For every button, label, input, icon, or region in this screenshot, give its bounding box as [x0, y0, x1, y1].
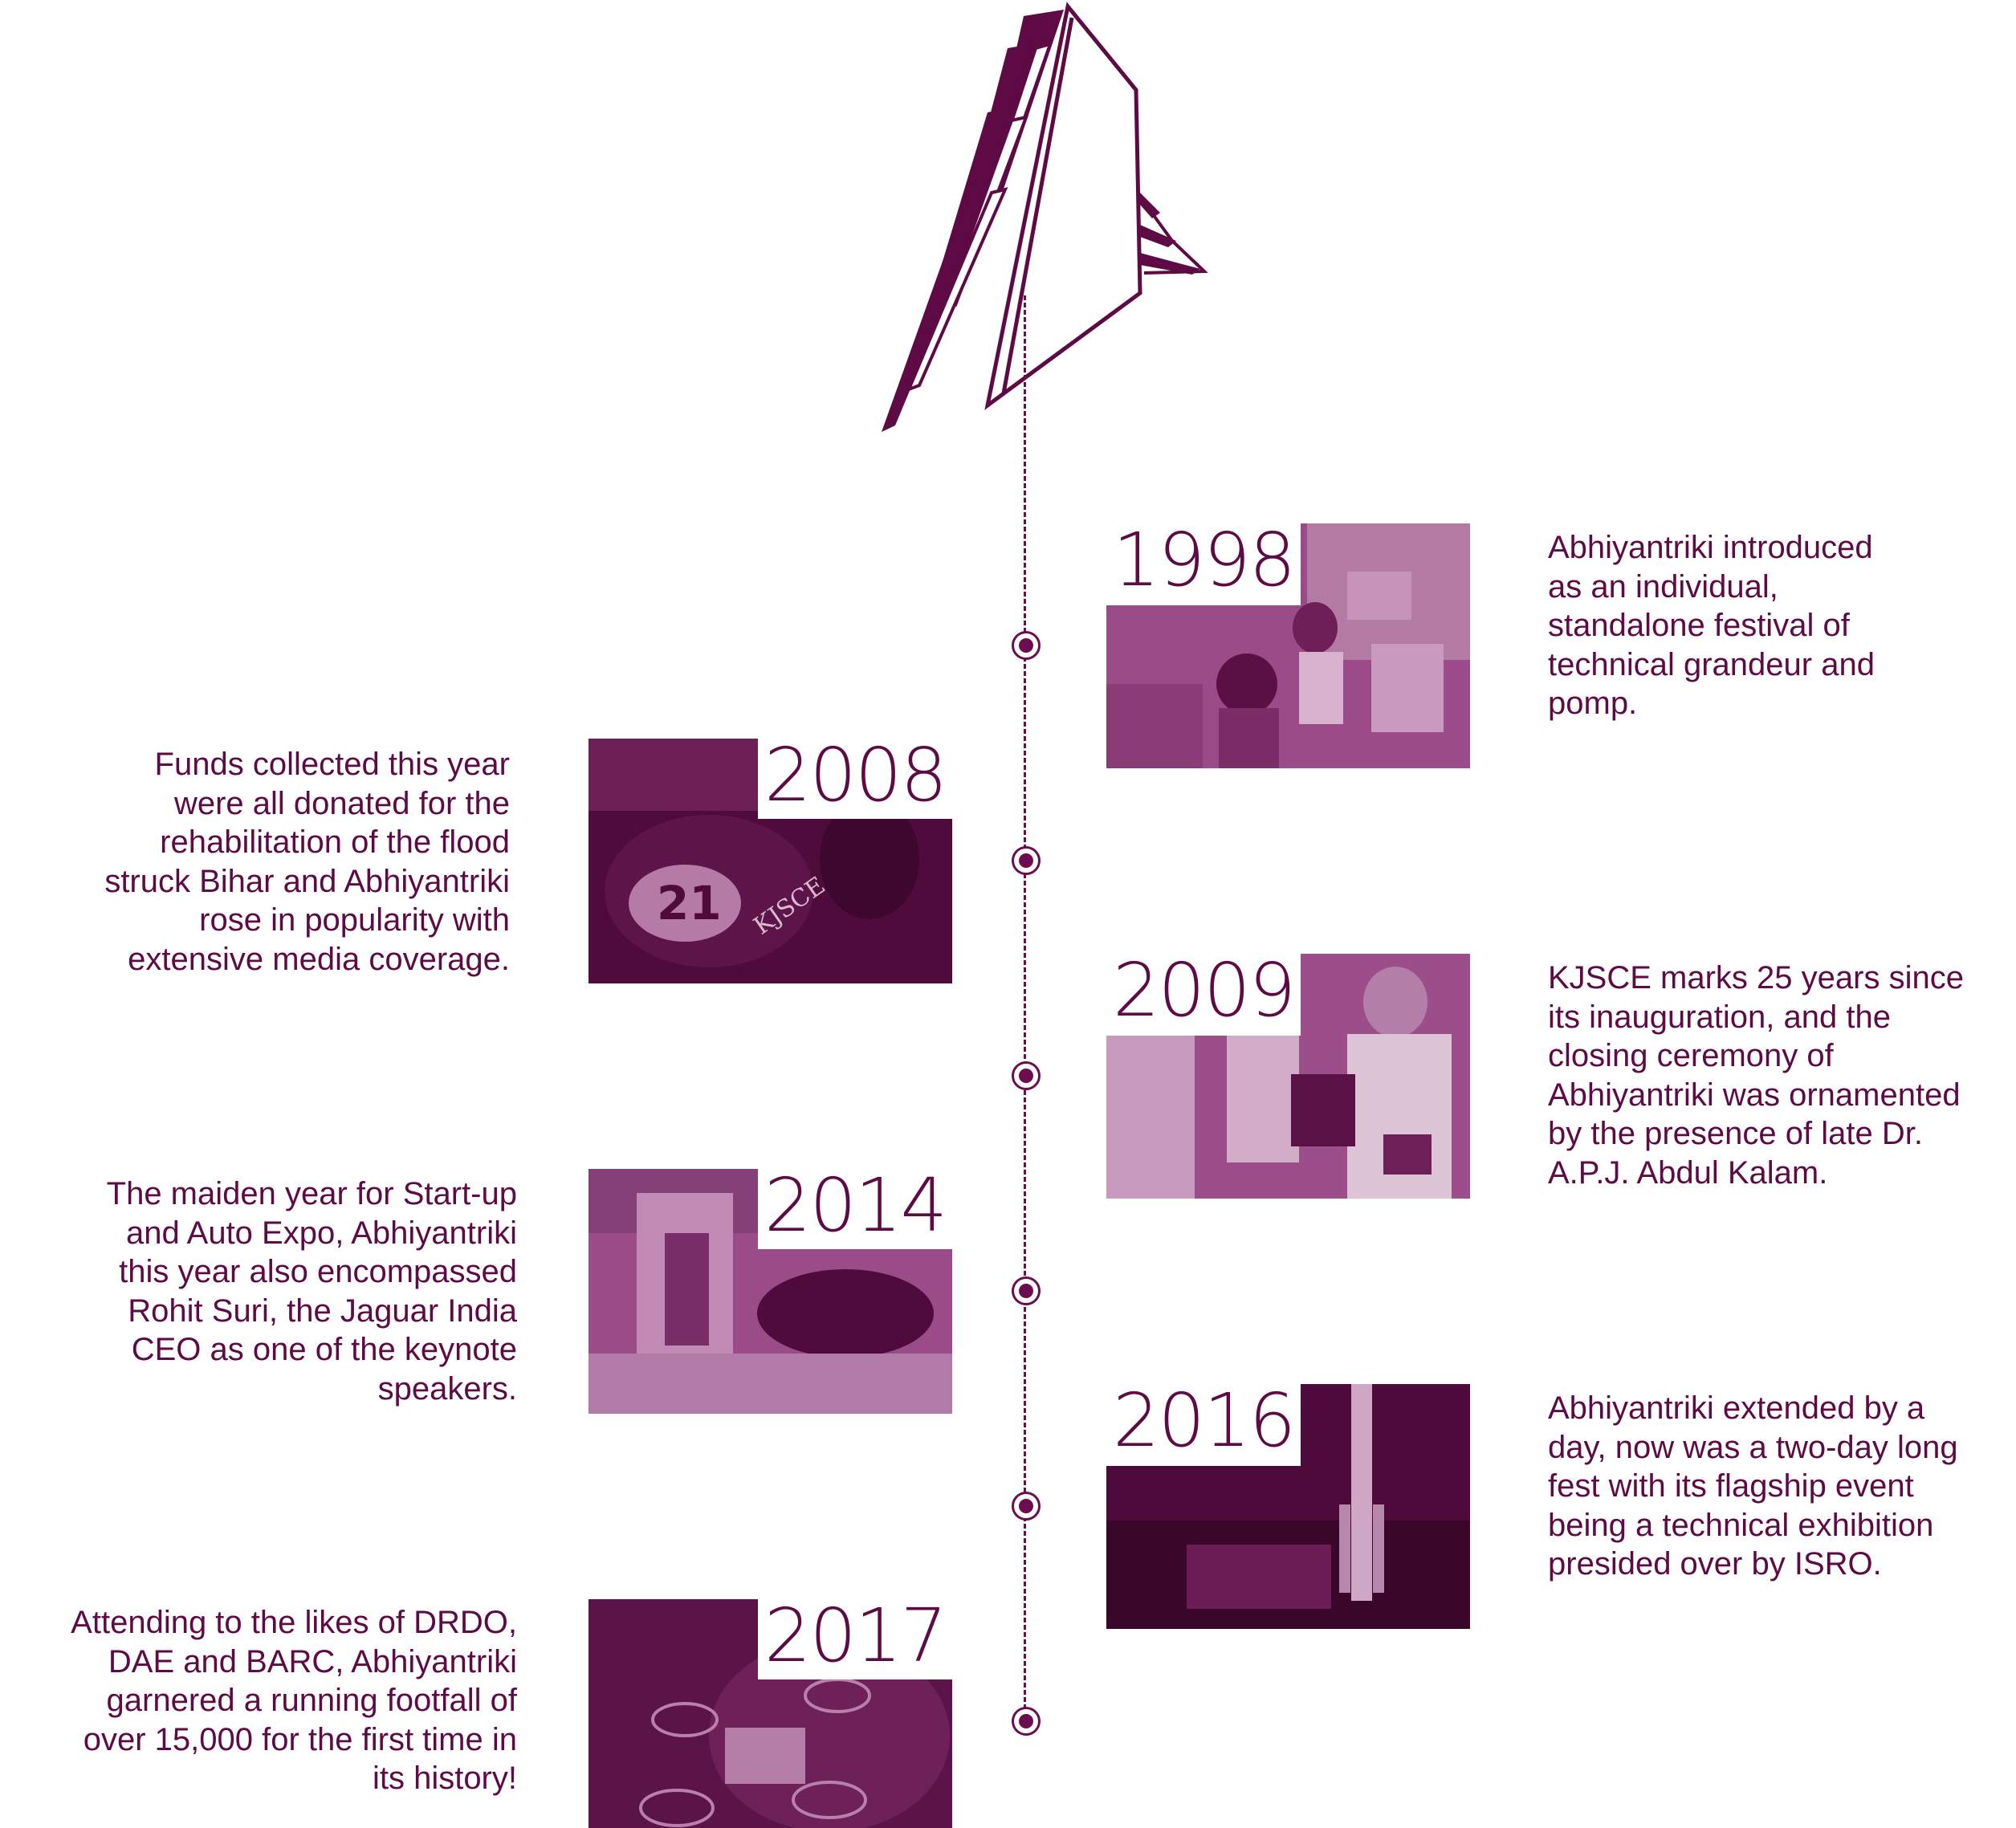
photo-2009: 2009: [1106, 954, 1470, 1199]
desc-2008: Funds collected this year were all donat…: [104, 745, 510, 979]
timeline-dot-1998: [1012, 631, 1041, 660]
desc-1998: Abhiyantriki introduced as an individual…: [1548, 528, 1875, 723]
timeline-dot-2016: [1012, 1492, 1041, 1521]
year-label: 2009: [1106, 954, 1301, 1036]
desc-line: CEO as one of the keynote: [131, 1332, 517, 1367]
desc-2009: KJSCE marks 25 years since its inaugurat…: [1548, 959, 1964, 1192]
photo-1998: 1998: [1106, 523, 1470, 768]
desc-line: presided over by ISRO.: [1548, 1546, 1882, 1582]
desc-line: as an individual,: [1548, 568, 1778, 605]
desc-line: Abhiyantriki introduced: [1548, 530, 1873, 565]
desc-line: pomp.: [1548, 686, 1638, 721]
desc-line: and Auto Expo, Abhiyantriki: [126, 1215, 517, 1251]
desc-line: The maiden year for Start-up: [106, 1176, 517, 1211]
desc-line: standalone festival of: [1548, 608, 1850, 643]
desc-2014: The maiden year for Start-up and Auto Ex…: [107, 1175, 517, 1408]
year-label: 2017: [757, 1599, 952, 1679]
timeline-dot-2017: [1012, 1707, 1041, 1736]
desc-line: extensive media coverage.: [128, 941, 510, 977]
desc-line: speakers.: [377, 1370, 517, 1407]
desc-line: its inauguration, and the: [1548, 999, 1891, 1035]
desc-line: over 15,000 for the first time in: [83, 1721, 517, 1757]
photo-2014: 2014: [589, 1169, 952, 1414]
desc-line: this year also encompassed: [119, 1254, 517, 1289]
desc-line: DAE and BARC, Abhiyantriki: [108, 1643, 517, 1679]
desc-line: fest with its flagship event: [1548, 1468, 1914, 1504]
desc-line: KJSCE marks 25 years since: [1548, 960, 1964, 995]
desc-line: Rohit Suri, the Jaguar India: [128, 1293, 517, 1329]
desc-line: day, now was a two-day long: [1548, 1429, 1958, 1465]
year-label: 2014: [757, 1169, 952, 1249]
year-label: 2008: [757, 739, 952, 819]
photo-2008: 21 KJSCE 2008: [589, 739, 952, 983]
desc-line: being a technical exhibition: [1548, 1507, 1934, 1543]
desc-line: Funds collected this year: [154, 747, 510, 782]
photo-2017: 2017: [589, 1599, 952, 1828]
svg-text:21: 21: [657, 876, 722, 930]
desc-line: were all donated for the: [173, 785, 510, 821]
desc-line: Abhiyantriki was ornamented: [1548, 1077, 1961, 1113]
desc-line: A.P.J. Abdul Kalam.: [1548, 1154, 1828, 1191]
desc-line: Attending to the likes of DRDO,: [71, 1605, 517, 1640]
desc-line: technical grandeur and: [1548, 646, 1875, 682]
year-label: 2016: [1106, 1384, 1301, 1466]
photo-2016: 2016: [1106, 1384, 1470, 1629]
desc-2017: Attending to the likes of DRDO, DAE and …: [71, 1603, 517, 1798]
desc-line: garnered a running footfall of: [106, 1683, 517, 1718]
timeline-dot-2008: [1012, 846, 1041, 875]
desc-line: its history!: [372, 1761, 517, 1796]
desc-line: by the presence of late Dr.: [1548, 1116, 1923, 1151]
timeline-dot-2014: [1012, 1276, 1041, 1305]
desc-line: rose in popularity with: [199, 902, 510, 938]
year-label: 1998: [1106, 523, 1301, 605]
timeline-line: [1024, 295, 1026, 1716]
desc-line: Abhiyantriki extended by a: [1548, 1390, 1925, 1426]
desc-line: rehabilitation of the flood: [160, 824, 510, 860]
timeline-dot-2009: [1012, 1061, 1041, 1090]
abhiyantriki-logo: [882, 2, 1208, 432]
desc-2016: Abhiyantriki extended by a day, now was …: [1548, 1389, 1958, 1584]
desc-line: struck Bihar and Abhiyantriki: [104, 863, 510, 899]
desc-line: closing ceremony of: [1548, 1038, 1834, 1073]
